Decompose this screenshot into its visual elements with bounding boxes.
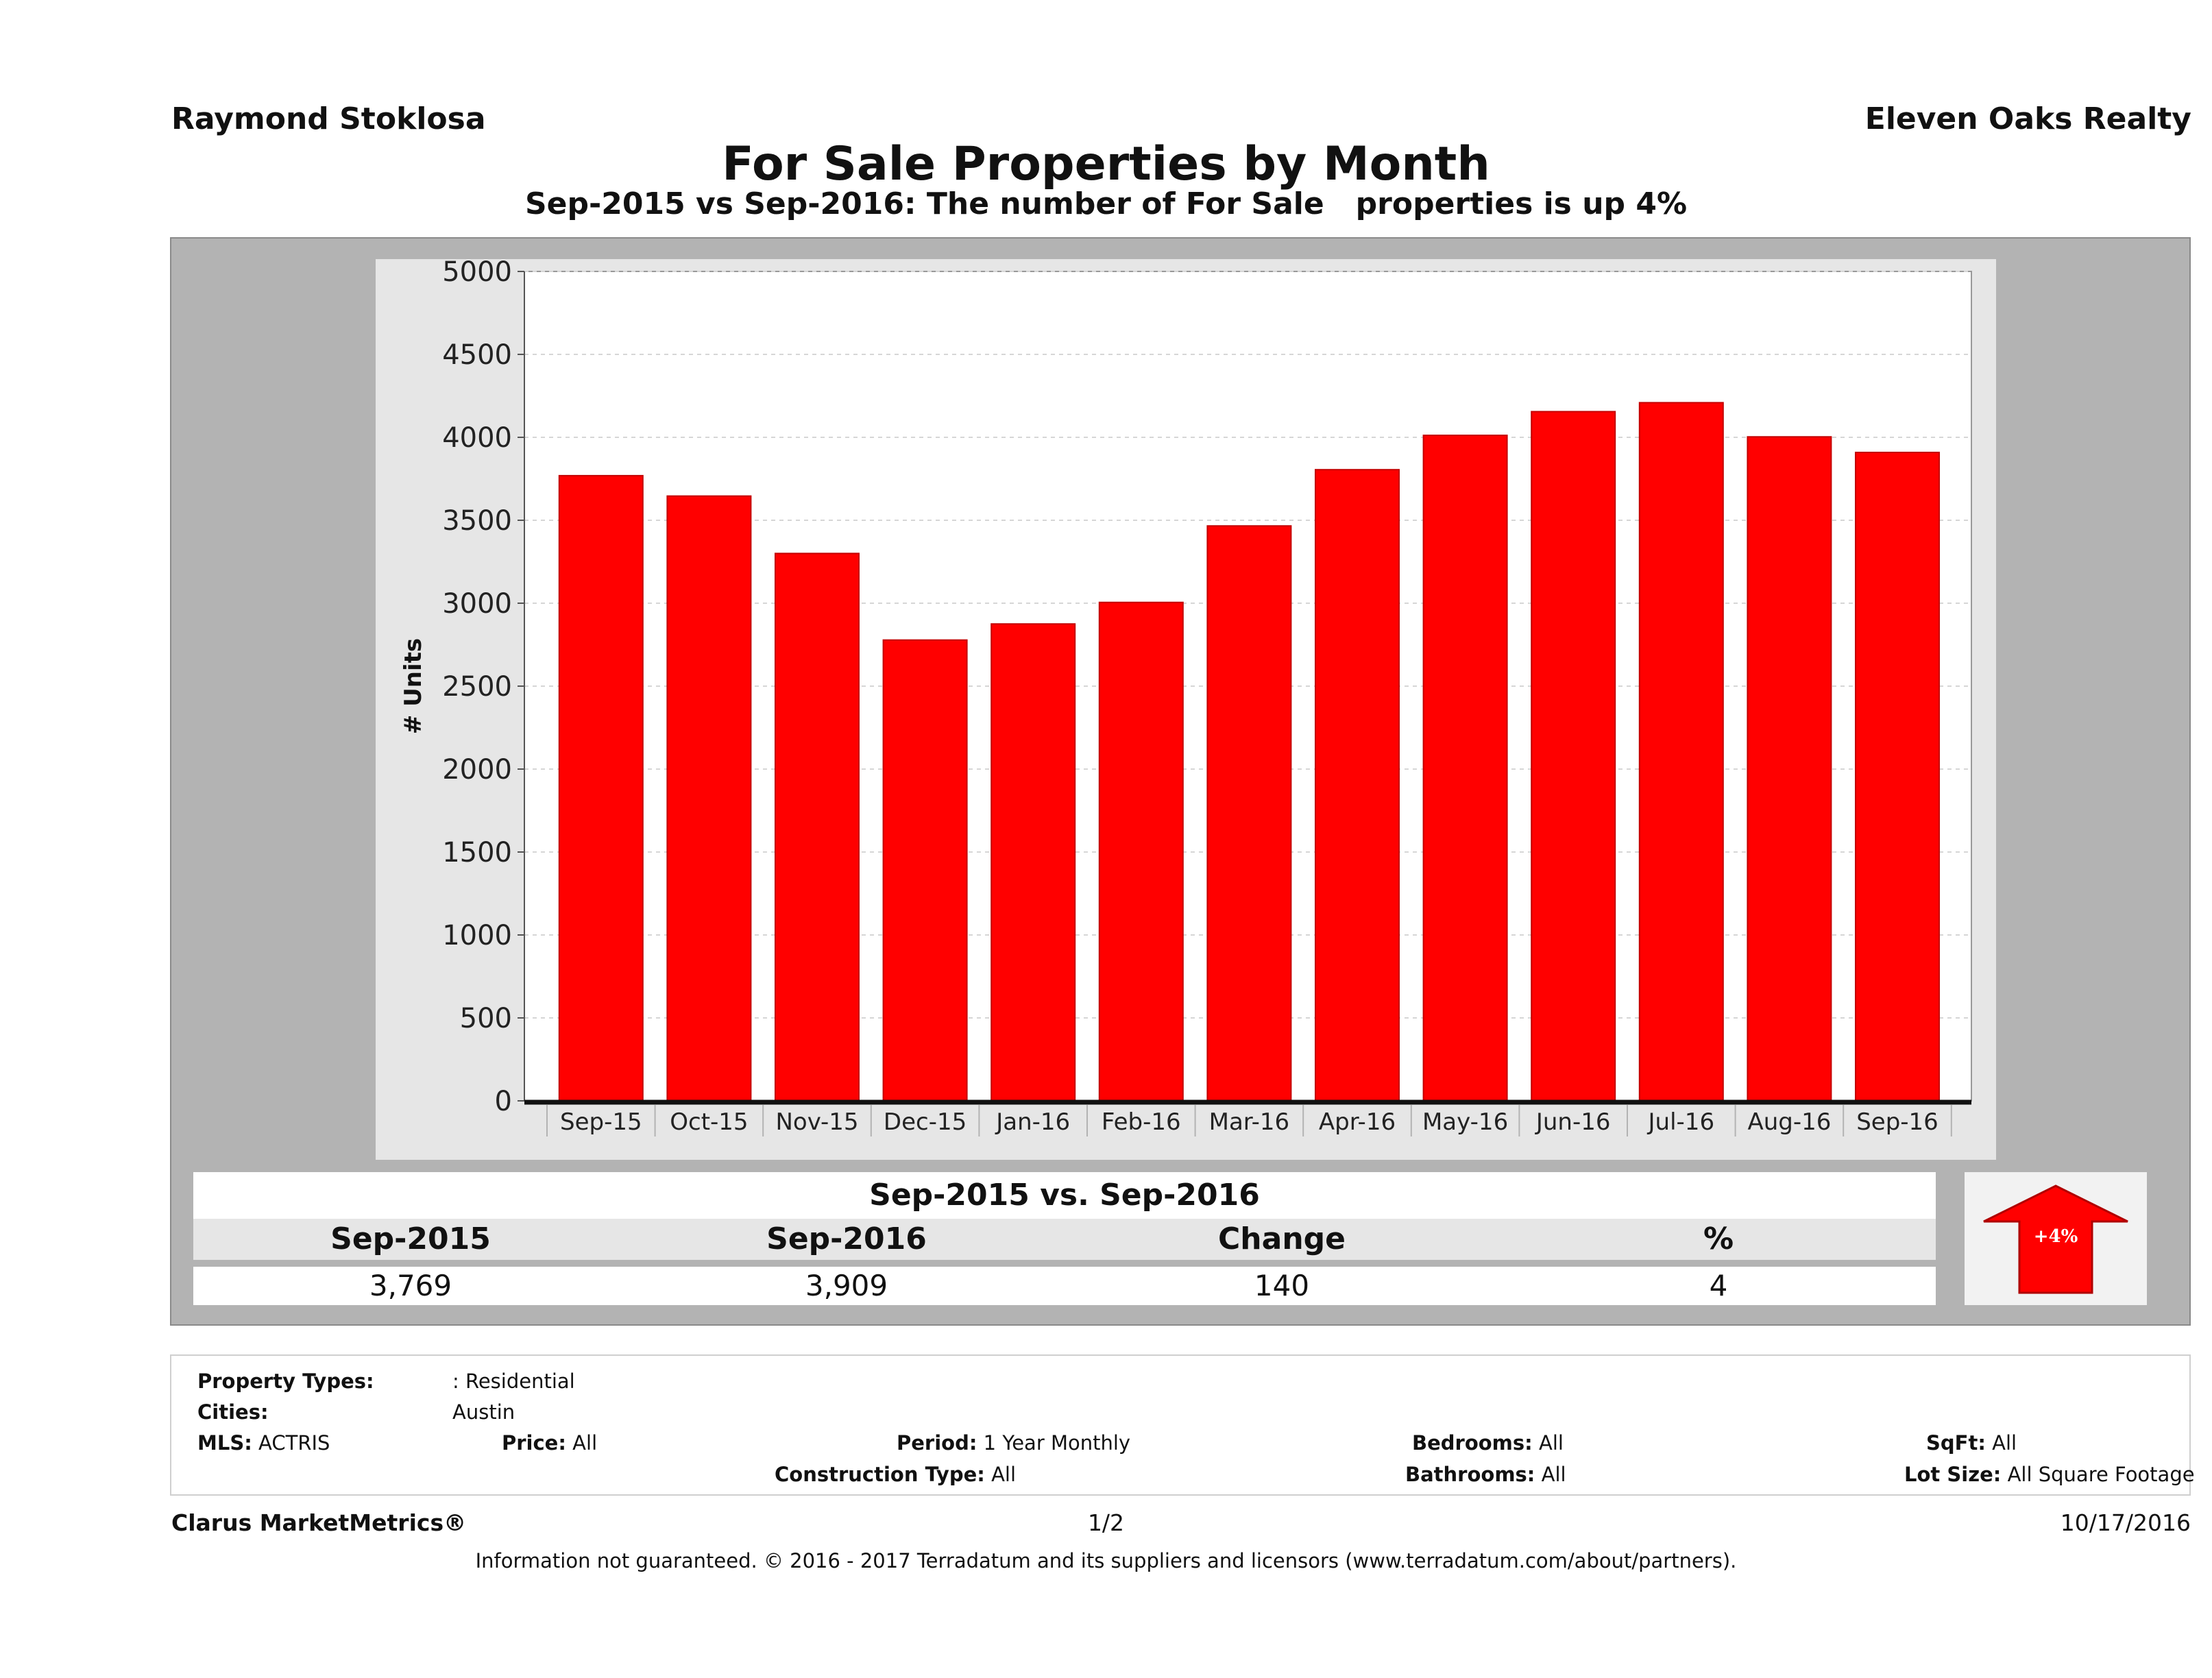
report-title: For Sale Properties by Month	[722, 137, 1490, 191]
cities-label: Cities:	[197, 1400, 269, 1424]
summary-header-end: Sep-2016	[766, 1221, 927, 1256]
x-tick-label: Mar-16	[1209, 1108, 1290, 1136]
y-tick-label: 1000	[442, 920, 512, 951]
footer-brand: Clarus MarketMetrics®	[171, 1509, 467, 1536]
x-tick-label: Dec-15	[884, 1108, 967, 1136]
x-tick-label: May-16	[1422, 1108, 1508, 1136]
up-arrow-icon: +4%	[1983, 1184, 2128, 1294]
property-types-value: : Residential	[452, 1370, 575, 1393]
price-value: All	[572, 1431, 598, 1455]
summary-title: Sep-2015 vs. Sep-2016	[869, 1178, 1260, 1213]
period-value: 1 Year Monthly	[983, 1431, 1131, 1455]
bedrooms-value: All	[1538, 1431, 1564, 1455]
y-tick-label: 4500	[442, 339, 512, 371]
lot-size-value: All Square Footage	[2007, 1463, 2195, 1486]
bathrooms-value: All	[1541, 1463, 1566, 1486]
change-indicator: +4%	[1965, 1172, 2147, 1305]
y-axis-label: # Units	[400, 638, 427, 734]
filter-panel: Property Types: : Residential Cities: Au…	[170, 1354, 2195, 1496]
price-label: Price:	[502, 1431, 566, 1455]
y-tick-label: 3500	[442, 505, 512, 537]
chart-panel: 0 500 1000 1500 2000 2500 3000 3500 4000 4500 5000…	[170, 237, 2191, 1326]
bar	[1638, 402, 1724, 1102]
sqft-label: SqFt:	[1926, 1431, 1986, 1455]
brokerage-name: Eleven Oaks Realty	[1864, 101, 2191, 136]
y-tick-label: 5000	[442, 256, 512, 288]
x-tick-label: Feb-16	[1102, 1108, 1181, 1136]
mls-value: ACTRIS	[258, 1431, 330, 1455]
x-tick-label: Jun-16	[1535, 1108, 1611, 1136]
y-tick-label: 2000	[442, 754, 512, 786]
change-indicator-label: +4%	[2034, 1226, 2078, 1247]
bathrooms-label: Bathrooms:	[1405, 1463, 1535, 1486]
y-tick-label: 500	[460, 1003, 512, 1034]
summary-header-start: Sep-2015	[330, 1221, 491, 1256]
construction-value: All	[991, 1463, 1017, 1486]
y-tick-label: 4000	[442, 422, 512, 454]
mls-label: MLS:	[197, 1431, 252, 1455]
bar	[1531, 411, 1616, 1102]
disclaimer: Information not guaranteed. © 2016 - 201…	[475, 1549, 1737, 1572]
summary-header-percent: %	[1703, 1221, 1734, 1256]
x-tick-label: Jul-16	[1647, 1108, 1715, 1136]
summary-header-row: Sep-2015 Sep-2016 Change %	[193, 1219, 1936, 1260]
y-tick-label: 3000	[442, 588, 512, 620]
agent-name: Raymond Stoklosa	[171, 101, 486, 136]
bar-chart: 0 500 1000 1500 2000 2500 3000 3500 4000 4500 5000…	[376, 256, 1996, 1160]
bar	[1422, 435, 1508, 1102]
x-tick-label: Oct-15	[670, 1108, 748, 1136]
report-date: 10/17/2016	[2060, 1509, 2191, 1536]
summary-value-start: 3,769	[369, 1269, 452, 1302]
construction-label: Construction Type:	[775, 1463, 985, 1486]
lot-size-label: Lot Size:	[1904, 1463, 2002, 1486]
bar	[1315, 469, 1400, 1102]
bar	[882, 639, 968, 1102]
report-subtitle: Sep-2015 vs Sep-2016: The number of For …	[524, 186, 1688, 221]
x-tick-label: Nov-15	[776, 1108, 859, 1136]
summary-title-bar: Sep-2015 vs. Sep-2016	[193, 1172, 1936, 1219]
bar	[775, 552, 860, 1102]
summary-value-percent: 4	[1709, 1269, 1728, 1302]
summary-header-change: Change	[1218, 1221, 1346, 1256]
bar	[990, 623, 1076, 1102]
bar	[666, 495, 752, 1102]
bedrooms-label: Bedrooms:	[1412, 1431, 1533, 1455]
bar	[1206, 525, 1292, 1102]
property-types-label: Property Types:	[197, 1370, 374, 1393]
sqft-value: All	[1992, 1431, 2017, 1455]
x-tick-label: Apr-16	[1319, 1108, 1396, 1136]
x-tick-label: Sep-15	[560, 1108, 642, 1136]
bar	[1098, 601, 1184, 1102]
y-tick-label: 2500	[442, 671, 512, 703]
bar	[1855, 452, 1940, 1102]
x-tick-label: Aug-16	[1747, 1108, 1831, 1136]
page-number: 1/2	[1087, 1509, 1125, 1536]
bar	[558, 474, 644, 1102]
bar	[1747, 436, 1832, 1102]
summary-value-row: 3,769 3,909 140 4	[193, 1267, 1936, 1305]
y-tick-label: 0	[495, 1086, 512, 1117]
cities-value: Austin	[452, 1400, 515, 1424]
summary-value-end: 3,909	[805, 1269, 888, 1302]
x-tick-label: Jan-16	[995, 1108, 1070, 1136]
period-label: Period:	[897, 1431, 977, 1455]
y-tick-label: 1500	[442, 837, 512, 868]
x-tick-label: Sep-16	[1856, 1108, 1938, 1136]
summary-value-change: 140	[1254, 1269, 1310, 1302]
